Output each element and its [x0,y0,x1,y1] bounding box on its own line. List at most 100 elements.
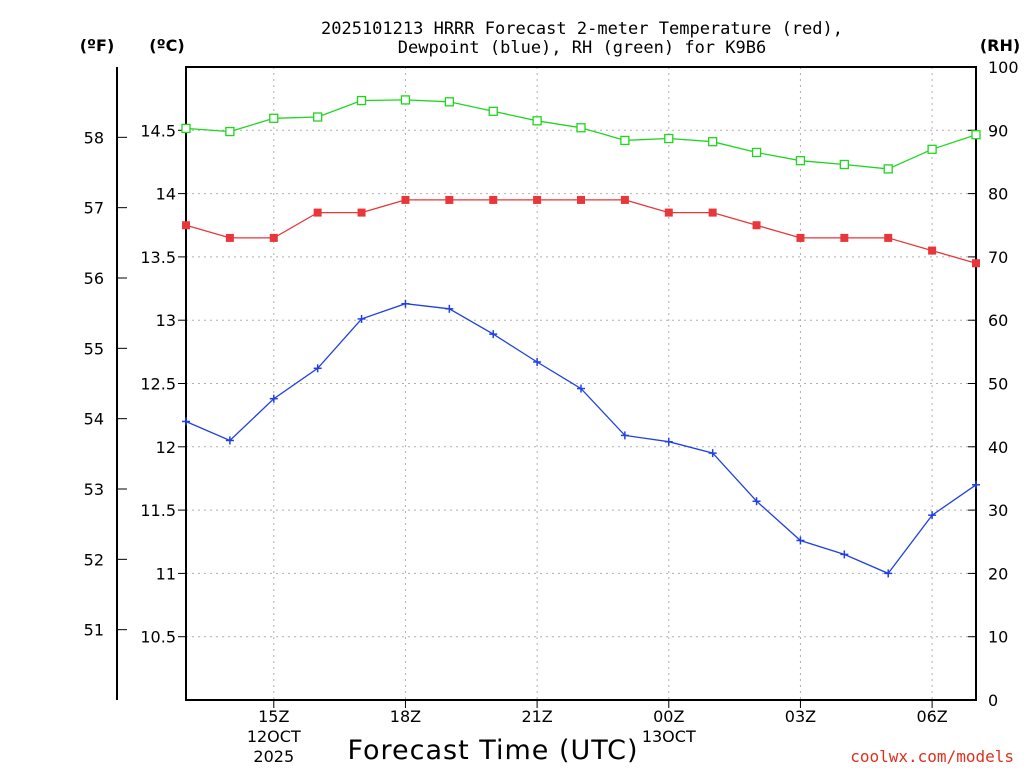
temperature-point [620,195,629,204]
date-tick-label: 13OCT [642,727,696,746]
dewpoint-point [708,449,717,458]
dewpoint-point [445,304,454,313]
year-tick-label: 2025 [253,747,294,766]
rh-point [708,137,718,147]
fahrenheit-tick-label: 58 [84,128,104,147]
celsius-tick-label: 13 [156,311,176,330]
dewpoint-point [577,384,585,393]
celsius-unit-label: (ºC) [149,36,184,55]
rh-tick-label: 40 [988,438,1008,457]
time-tick-label: 18Z [390,707,421,726]
celsius-tick-label: 11.5 [140,501,176,520]
temperature-point [489,195,498,204]
rh-point [444,97,454,107]
temperature-point [401,195,410,204]
dewpoint-point [664,437,673,446]
rh-tick-label: 30 [988,501,1008,520]
rh-point [225,126,235,137]
rh-point [576,123,586,133]
rh-line [185,99,977,170]
rh-tick-label: 60 [988,311,1008,330]
rh-point [795,156,806,166]
dewpoint-point [182,417,190,426]
rh-point [751,147,762,158]
rh-tick-label: 0 [988,691,998,710]
time-tick-label: 15Z [258,707,289,726]
temperature-point [664,208,673,217]
credit-text: coolwx.com/models [850,747,1014,766]
chart-title-line2: Dewpoint (blue), RH (green) for K9B6 [398,38,766,58]
rh-tick-label: 70 [988,248,1008,267]
rh-point [839,159,849,170]
dewpoint-point [533,357,542,366]
celsius-tick-label: 12.5 [140,375,176,394]
rh-series [181,95,981,174]
temperature-point [182,221,190,230]
fahrenheit-tick-label: 55 [84,339,104,358]
temperature-point [972,259,980,268]
time-tick-label: 03Z [785,707,816,726]
temperature-point [269,233,278,242]
fahrenheit-tick-label: 54 [84,410,104,429]
rh-point [181,123,191,134]
dewpoint-point [928,511,937,520]
rh-point [927,144,937,154]
x-axis-label: Forecast Time (UTC) [347,735,638,766]
dewpoint-point [489,330,498,339]
temperature-series [182,195,980,268]
rh-point [532,116,542,126]
rh-point [971,130,981,140]
temperature-point [313,208,322,217]
dewpoint-point [796,536,805,545]
temperature-point [884,233,893,242]
temperature-point [708,208,717,217]
celsius-tick-label: 14.5 [140,121,176,140]
fahrenheit-unit-label: (ºF) [80,36,115,55]
dewpoint-point [269,394,278,403]
fahrenheit-tick-label: 52 [84,550,104,569]
dewpoint-point [840,550,849,559]
chart-title-line1: 2025101213 HRRR Forecast 2-meter Tempera… [321,19,843,39]
date-tick-label: 12OCT [247,727,301,746]
dewpoint-point [225,436,234,445]
temperature-point [445,195,454,204]
dewpoint-series [182,299,980,578]
dewpoint-point [357,314,366,323]
fahrenheit-axis: 51 52 53 54 55 56 57 58 [84,128,127,640]
temperature-point [357,208,366,217]
fahrenheit-tick-label: 51 [84,621,104,640]
fahrenheit-tick-label: 57 [84,199,104,218]
celsius-tick-label: 12 [156,438,176,457]
rh-tick-label: 100 [988,58,1019,77]
dewpoint-point [313,364,322,373]
celsius-tick-label: 10.5 [140,628,176,647]
grid-lines [186,67,976,700]
dewpoint-point [401,299,410,308]
dewpoint-point [972,480,980,489]
time-tick-label: 21Z [521,707,552,726]
rh-point [400,95,411,105]
rh-tick-label: 80 [988,185,1008,204]
rh-unit-label: (RH) [980,36,1020,55]
rh-axis: 0 10 20 30 40 50 60 70 80 90 100 [968,58,1019,710]
rh-point [356,95,367,106]
fahrenheit-tick-label: 53 [84,480,104,499]
series-layer [181,95,981,578]
rh-point [620,135,630,146]
dewpoint-point [884,569,893,578]
temperature-point [840,233,849,242]
celsius-tick-label: 14 [156,185,176,204]
rh-tick-label: 10 [988,628,1008,647]
time-tick-label: 00Z [653,707,684,726]
rh-tick-label: 50 [988,375,1008,394]
time-tick-label: 06Z [916,707,947,726]
rh-tick-label: 20 [988,564,1008,583]
rh-point [313,112,323,122]
rh-point [883,164,893,174]
rh-point [664,133,674,144]
fahrenheit-tick-label: 56 [84,269,104,288]
celsius-axis: 10.5 11 11.5 12 12.5 13 13.5 14 14.5 [140,121,186,647]
dewpoint-point [752,497,761,506]
